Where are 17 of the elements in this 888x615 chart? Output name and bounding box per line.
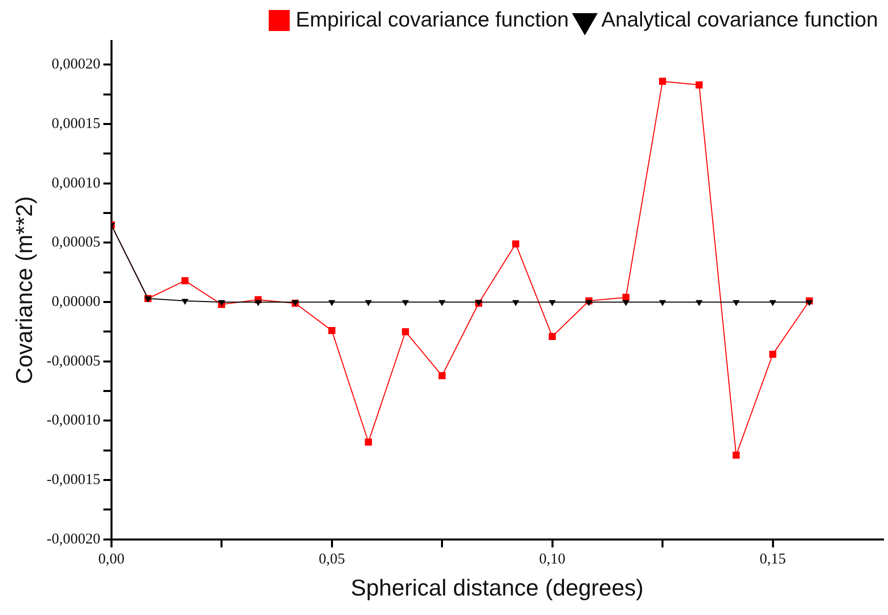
x-tick-label: 0,05 <box>318 551 345 568</box>
y-axis-title: Covariance (m**2) <box>11 196 38 384</box>
y-tick-label: -0,00020 <box>46 531 100 548</box>
x-tick-label: 0,15 <box>760 551 786 568</box>
y-tick-label: -0,00015 <box>46 472 100 488</box>
legend-label: Analytical covariance function <box>601 8 878 32</box>
x-tick-label: 0,00 <box>98 551 124 568</box>
y-tick-label: 0,00000 <box>52 294 100 310</box>
y-tick-label: 0,00020 <box>52 56 100 73</box>
legend-label: Empirical covariance function <box>296 8 569 32</box>
y-tick-label: 0,00010 <box>52 175 100 192</box>
y-tick-label: 0,00005 <box>52 234 100 251</box>
y-tick-label: 0,00015 <box>52 116 100 132</box>
x-axis-title: Spherical distance (degrees) <box>350 574 644 601</box>
y-tick-label: -0,00010 <box>46 412 100 429</box>
x-tick-label: 0,10 <box>539 551 566 568</box>
y-tick-label: -0,00005 <box>46 353 100 370</box>
